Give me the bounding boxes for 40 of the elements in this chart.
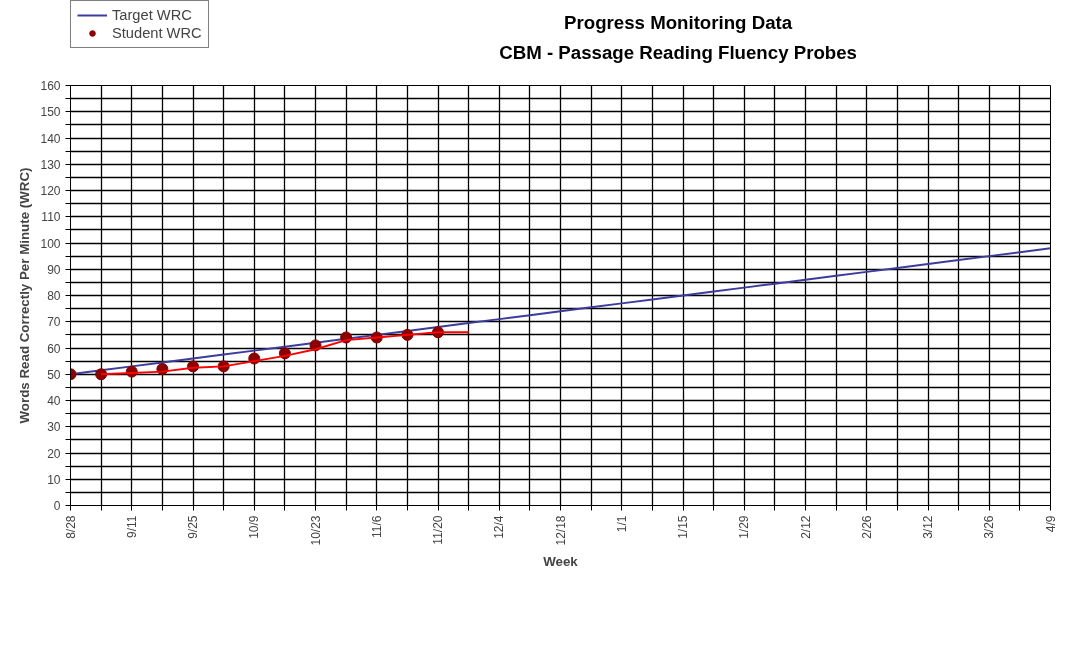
y-tick-label: 130 bbox=[40, 157, 61, 172]
legend-label: Target WRC bbox=[112, 7, 192, 23]
y-tick-label: 70 bbox=[47, 315, 61, 330]
x-tick-label: 11/6 bbox=[369, 515, 384, 538]
x-tick-label: 8/28 bbox=[63, 515, 78, 539]
chart-subtitle: CBM - Passage Reading Fluency Probes bbox=[499, 42, 857, 63]
y-tick-label: 10 bbox=[47, 472, 61, 487]
y-tick-label: 120 bbox=[40, 184, 61, 198]
x-tick-label: 10/23 bbox=[308, 515, 323, 546]
x-tick-label: 1/15 bbox=[676, 515, 690, 539]
x-tick-label: 10/9 bbox=[247, 515, 262, 539]
chart-title: Progress Monitoring Data bbox=[564, 12, 793, 34]
y-tick-label: 160 bbox=[40, 79, 61, 93]
x-tick-label: 1/1 bbox=[614, 515, 629, 533]
x-tick-label: 12/18 bbox=[553, 515, 568, 546]
y-tick-label: 140 bbox=[40, 131, 61, 146]
x-tick-label: 1/29 bbox=[737, 515, 752, 539]
x-tick-label: 12/4 bbox=[492, 515, 507, 539]
y-tick-label: 60 bbox=[47, 341, 61, 356]
x-tick-label: 11/20 bbox=[431, 515, 445, 545]
y-tick-label: 50 bbox=[47, 367, 61, 382]
x-tick-label: 3/12 bbox=[921, 515, 935, 539]
x-tick-label: 9/11 bbox=[124, 515, 139, 538]
x-tick-label: 3/26 bbox=[982, 515, 997, 539]
y-tick-label: 110 bbox=[41, 210, 61, 225]
y-tick-label: 80 bbox=[47, 289, 61, 303]
y-tick-label: 150 bbox=[40, 105, 61, 120]
x-axis-title: Week bbox=[543, 553, 579, 569]
y-tick-label: 0 bbox=[53, 499, 61, 513]
x-tick-label: 4/9 bbox=[1043, 515, 1058, 533]
x-tick-label: 2/12 bbox=[798, 515, 813, 539]
y-tick-label: 90 bbox=[47, 262, 61, 277]
x-tick-label: 2/26 bbox=[859, 515, 874, 539]
y-tick-label: 100 bbox=[40, 236, 61, 251]
y-tick-label: 30 bbox=[47, 420, 61, 435]
y-axis-title: Words Read Correctly Per Minute (WRC) bbox=[17, 167, 33, 424]
x-tick-label: 9/25 bbox=[186, 515, 200, 539]
y-tick-label: 20 bbox=[47, 446, 61, 461]
legend-label: Student WRC bbox=[112, 25, 202, 41]
y-tick-label: 40 bbox=[47, 394, 61, 408]
